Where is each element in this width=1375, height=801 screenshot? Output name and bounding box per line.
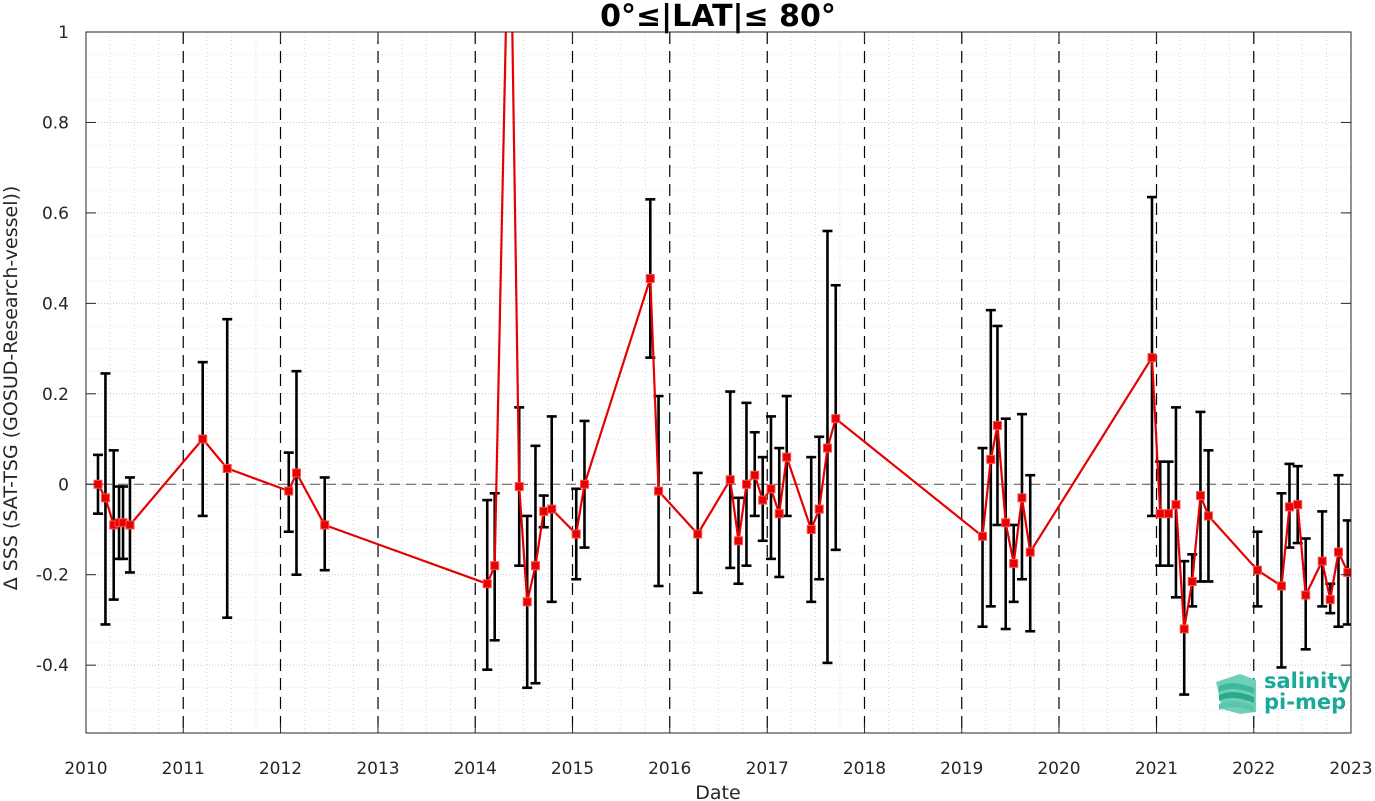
y-tick-label: 0.2	[42, 385, 69, 405]
x-tick-labels: 2010 2011 2012 2013 2014 2015 2016 2017 2018 2019…	[64, 759, 1372, 779]
x-tick-label: 2011	[162, 759, 205, 779]
data-point-marker	[1163, 509, 1173, 519]
y-tick-label: 1	[58, 23, 69, 43]
y-tick-labels: -0.4 -0.2 0 0.2 0.4 0.6 0.8 1	[36, 23, 69, 676]
x-tick-label: 2020	[1037, 759, 1080, 779]
y-axis-label: Δ SSS (SAT-TSG (GOSUD-Research-vessel))	[0, 186, 22, 591]
data-point-marker	[1179, 624, 1189, 634]
data-point-marker	[693, 529, 703, 539]
data-point-marker	[1171, 500, 1181, 510]
x-axis-label: Date	[695, 782, 740, 801]
data-point-marker	[1317, 556, 1327, 566]
x-tick-label: 2010	[64, 759, 107, 779]
data-point-marker	[758, 495, 768, 505]
grid	[86, 31, 1351, 734]
x-tick-label: 2017	[746, 759, 789, 779]
x-tick-label: 2019	[940, 759, 983, 779]
data-point-marker	[992, 420, 1002, 430]
y-tick-label: -0.4	[36, 656, 69, 676]
logo-waves-icon	[1216, 674, 1256, 714]
data-point-marker	[1025, 547, 1035, 557]
y-tick-label: 0.6	[42, 204, 69, 224]
data-point-marker	[1001, 518, 1011, 528]
data-point-marker	[539, 506, 549, 516]
data-point-marker	[571, 529, 581, 539]
data-point-marker	[198, 434, 208, 444]
data-point-marker	[530, 561, 540, 571]
data-point-marker	[725, 475, 735, 485]
data-point-marker	[1155, 509, 1165, 519]
data-point-marker	[741, 479, 751, 489]
data-point-marker	[1009, 558, 1019, 568]
axes-box	[85, 31, 1352, 734]
x-tick-label: 2021	[1135, 759, 1178, 779]
data-point-marker	[222, 463, 232, 473]
data-point-marker	[320, 520, 330, 530]
x-tick-label: 2018	[843, 759, 886, 779]
data-point-marker	[522, 597, 532, 607]
salinity-pimep-logo: salinity pi-mep	[1216, 669, 1351, 714]
data-point-marker	[766, 484, 776, 494]
data-point-marker	[1252, 565, 1262, 575]
y-tick-label: -0.2	[36, 566, 69, 586]
data-point-marker	[579, 479, 589, 489]
data-point-marker	[100, 493, 110, 503]
data-point-marker	[782, 452, 792, 462]
data-point-marker	[1284, 502, 1294, 512]
data-point-marker	[654, 486, 664, 496]
logo-text-line1: salinity	[1264, 669, 1351, 693]
data-point-marker	[1195, 491, 1205, 501]
data-point-marker	[1333, 547, 1343, 557]
data-point-marker	[1301, 590, 1311, 600]
x-tick-label: 2013	[356, 759, 399, 779]
logo-text-line2: pi-mep	[1264, 690, 1346, 714]
y-tick-label: 0	[58, 475, 69, 495]
year-separators	[182, 32, 1255, 733]
data-point-marker	[822, 443, 832, 453]
ticks	[85, 31, 1352, 733]
data-point-marker	[482, 579, 492, 589]
y-tick-label: 0.8	[42, 113, 69, 133]
data-point-marker	[806, 524, 816, 534]
data-point-marker	[986, 454, 996, 464]
data-point-marker	[774, 509, 784, 519]
data-point-marker	[978, 531, 988, 541]
data-point-marker	[645, 273, 655, 283]
chart-title: 0°≤|LAT|≤ 80°	[600, 0, 836, 34]
data-point-marker	[1276, 581, 1286, 591]
x-tick-label: 2015	[551, 759, 594, 779]
data-series	[92, 32, 1351, 696]
x-tick-label: 2016	[648, 759, 691, 779]
data-point-marker	[814, 504, 824, 514]
data-point-marker	[1147, 353, 1157, 363]
x-tick-label: 2022	[1232, 759, 1275, 779]
data-point-marker	[490, 561, 500, 571]
data-point-marker	[1203, 511, 1213, 521]
data-point-marker	[1343, 567, 1351, 577]
data-point-marker	[1293, 500, 1303, 510]
data-point-marker	[547, 504, 557, 514]
data-point-marker	[514, 482, 524, 492]
data-point-marker	[1017, 493, 1027, 503]
x-tick-label: 2014	[454, 759, 497, 779]
data-point-marker	[125, 520, 135, 530]
data-point-marker	[831, 414, 841, 424]
y-tick-label: 0.4	[42, 294, 69, 314]
data-point-marker	[733, 536, 743, 546]
data-point-marker	[750, 470, 760, 480]
data-point-marker	[291, 468, 301, 478]
data-point-marker	[1325, 595, 1335, 605]
data-point-marker	[1187, 576, 1197, 586]
x-tick-label: 2012	[259, 759, 302, 779]
x-tick-label: 2023	[1329, 759, 1372, 779]
data-point-marker	[284, 486, 294, 496]
